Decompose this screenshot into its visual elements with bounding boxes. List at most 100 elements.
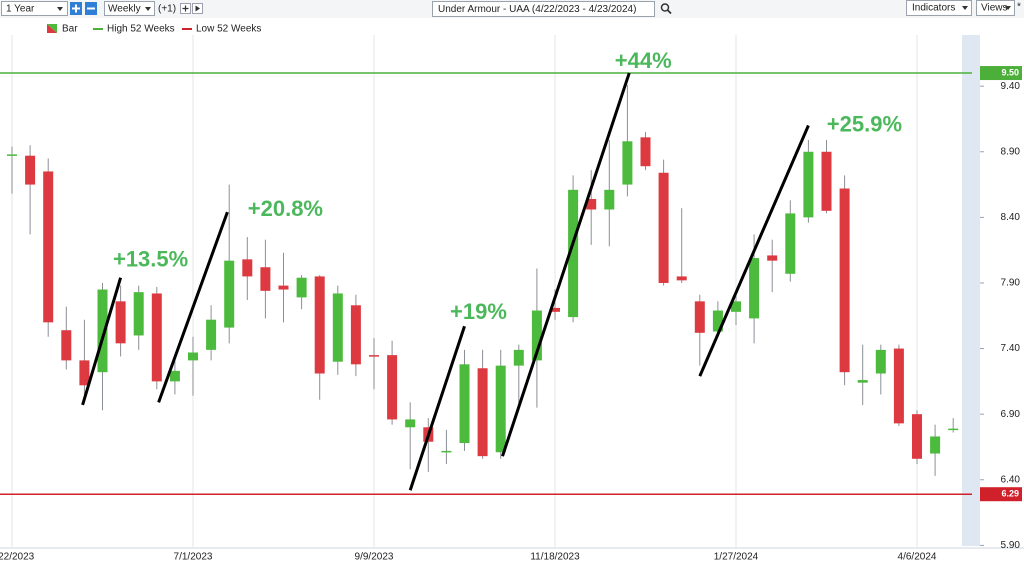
- candle-body: [604, 189, 615, 210]
- legend-label: High 52 Weeks: [107, 24, 175, 35]
- candle-body: [206, 319, 217, 350]
- y-tick-label: 6.40: [1001, 474, 1021, 485]
- candle-body: [387, 355, 398, 420]
- candle-body: [133, 292, 144, 336]
- candle-body: [151, 293, 162, 382]
- y-tick-label: 8.90: [1001, 146, 1021, 157]
- annotation-label: +13.5%: [113, 247, 188, 272]
- candle-body: [296, 277, 307, 298]
- plus-icon: [72, 4, 80, 13]
- x-tick-label: 9/9/2023: [355, 552, 394, 563]
- annotation-label: +44%: [615, 48, 672, 73]
- candle-body: [242, 259, 253, 277]
- indicators-select[interactable]: [906, 0, 972, 16]
- candle-body: [749, 258, 760, 319]
- price-flag-label: 6.29: [1001, 489, 1019, 499]
- chart-title: Under Armour - UAA (4/22/2023 - 4/23/202…: [438, 4, 636, 15]
- x-tick-label: 4/6/2024: [898, 552, 937, 563]
- candle-body: [405, 419, 416, 428]
- candle-body: [586, 199, 597, 210]
- candle-body: [640, 137, 651, 167]
- candle-body: [875, 349, 886, 374]
- candle-body: [79, 360, 90, 386]
- candle-body: [785, 213, 796, 274]
- candle-body: [188, 352, 198, 361]
- candle-body: [912, 414, 922, 459]
- candle-body: [821, 151, 832, 211]
- plus-icon: [182, 5, 189, 12]
- range-select[interactable]: [1, 1, 68, 16]
- candle-body: [893, 348, 904, 424]
- candle-body: [839, 188, 850, 373]
- trend-line: [408, 325, 466, 491]
- candle-body: [676, 276, 687, 281]
- candle-body: [622, 141, 633, 185]
- dropdown-arrow: [962, 6, 968, 10]
- views-label: Views: [981, 3, 1008, 14]
- candle-body: [694, 301, 705, 333]
- candle-body: [97, 289, 108, 373]
- interval-label: Weekly: [108, 4, 141, 15]
- trend-line: [157, 211, 229, 403]
- candle-body: [513, 349, 524, 366]
- candle-body: [767, 255, 778, 261]
- legend-swatch-down: [47, 24, 57, 33]
- legend-label: Low 52 Weeks: [196, 24, 261, 35]
- candle-body: [459, 364, 470, 444]
- y-tick-label: 8.40: [1001, 212, 1021, 223]
- candle-body: [803, 151, 814, 218]
- candle-body: [7, 154, 17, 156]
- candle-body: [115, 301, 126, 344]
- candle-body: [25, 155, 36, 185]
- candle-body: [61, 330, 72, 361]
- candle-body: [224, 260, 235, 328]
- x-tick-label: 1/27/2024: [714, 552, 759, 563]
- indicators-label: Indicators: [912, 3, 955, 14]
- candle-body: [531, 310, 542, 361]
- axis-strip: [962, 35, 980, 546]
- trend-line: [501, 72, 631, 457]
- candle-body: [314, 276, 325, 374]
- candle-body: [350, 305, 361, 365]
- candle-body: [477, 368, 488, 457]
- y-tick-label: 5.90: [1001, 540, 1021, 551]
- candle-body: [43, 171, 54, 323]
- price-flag: [980, 66, 1022, 81]
- annotation-label: +19%: [450, 299, 507, 324]
- legend-label: Bar: [62, 24, 78, 35]
- candle-body: [930, 436, 941, 454]
- trend-line: [698, 124, 810, 377]
- candle-body: [369, 355, 379, 357]
- search-icon-handle: [666, 9, 672, 15]
- price-flag: [980, 487, 1022, 502]
- y-tick-label: 9.40: [1001, 81, 1021, 92]
- play-icon: [195, 5, 200, 12]
- symbol-box[interactable]: [432, 1, 655, 17]
- candle-body: [857, 380, 868, 383]
- dropdown-arrow: [1005, 6, 1011, 10]
- candle-body: [260, 267, 271, 291]
- views-select[interactable]: [976, 0, 1015, 16]
- candle-body: [441, 450, 452, 453]
- y-tick-label: 7.40: [1001, 343, 1021, 354]
- candle-body: [712, 310, 723, 332]
- interval-select[interactable]: [104, 1, 155, 16]
- candle-body: [332, 293, 343, 362]
- x-tick-label: 7/1/2023: [174, 552, 213, 563]
- candle-body: [495, 365, 506, 453]
- search-icon[interactable]: [660, 3, 670, 12]
- price-flag-label: 9.50: [1001, 67, 1019, 77]
- annotation-label: +20.8%: [248, 196, 323, 221]
- trend-line: [81, 277, 123, 406]
- offset-label: (+1): [158, 4, 176, 15]
- x-tick-label: 4/22/2023: [0, 552, 35, 563]
- candle-body: [731, 301, 741, 312]
- candle-body: [948, 428, 959, 431]
- y-tick-label: 6.90: [1001, 409, 1021, 420]
- candle-body: [550, 307, 560, 312]
- annotation-label: +25.9%: [827, 111, 902, 136]
- dropdown-arrow: [145, 7, 151, 11]
- range-label: 1 Year: [6, 4, 35, 15]
